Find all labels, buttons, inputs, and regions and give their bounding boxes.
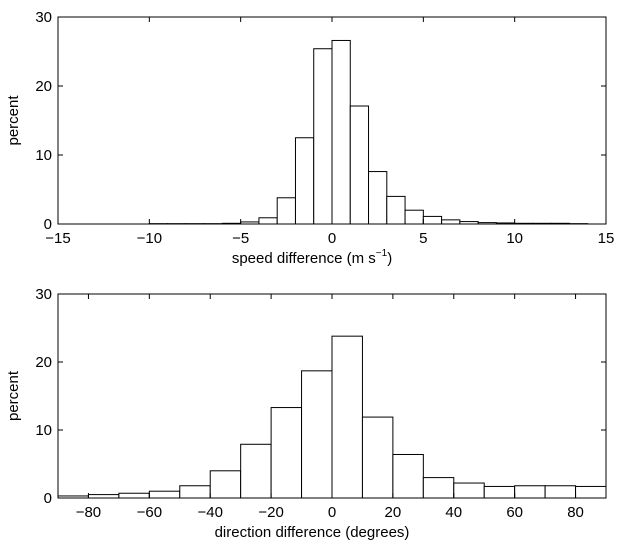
direction-bar: [209, 470, 242, 499]
speed-bar: [276, 197, 296, 225]
direction-x-tick-label: −40: [197, 504, 222, 521]
direction-bar: [453, 482, 485, 499]
speed-y-tick-label: 30: [35, 9, 52, 26]
direction-x-tick-label: 20: [385, 504, 402, 521]
direction-difference-histogram: −80 −60 −40 −20 0 20 40 60 80 0 10 20 30 direction …: [5, 286, 607, 541]
direction-x-tick-label: −60: [137, 504, 162, 521]
direction-x-tick-label: 60: [506, 504, 523, 521]
speed-x-axis-label: speed difference (m s−1): [232, 248, 392, 267]
direction-x-tick-label: 40: [445, 504, 462, 521]
speed-bar: [313, 48, 333, 225]
speed-bar: [258, 217, 278, 225]
direction-x-tick-label: −80: [76, 504, 101, 521]
speed-y-axis-label: percent: [5, 95, 22, 146]
direction-y-tick-label: 0: [44, 490, 52, 507]
speed-x-tick-label: 10: [506, 230, 523, 247]
direction-bar: [240, 443, 272, 499]
speed-x-tick-label: 5: [419, 230, 427, 247]
direction-y-tick-label: 10: [35, 422, 52, 439]
direction-x-tick-label: 0: [328, 504, 336, 521]
direction-bar: [514, 485, 546, 499]
speed-bar: [422, 215, 443, 225]
direction-y-tick-label: 30: [35, 286, 52, 303]
speed-bar: [349, 105, 370, 225]
speed-difference-histogram: −15 −10 −5 0 5 10 15 0 10 20 30 speed difference …: [5, 9, 614, 267]
speed-bar: [386, 195, 406, 225]
speed-bar: [331, 39, 351, 225]
speed-bar: [294, 137, 315, 225]
direction-x-axis-label: direction difference (degrees): [215, 524, 410, 541]
speed-x-tick-label: −5: [232, 230, 249, 247]
direction-bar: [331, 335, 363, 499]
direction-bar: [179, 485, 211, 499]
speed-x-tick-label: −10: [137, 230, 162, 247]
speed-x-tick-labels: −15 −10 −5 0 5 10 15: [45, 230, 614, 247]
direction-plot-frame: [57, 293, 607, 499]
speed-plot-frame: [57, 16, 607, 225]
speed-x-tick-label: 15: [598, 230, 615, 247]
direction-bars: [57, 335, 607, 499]
direction-bar: [301, 370, 333, 499]
direction-bar: [87, 494, 120, 499]
direction-bar: [575, 485, 607, 499]
direction-y-axis-label: percent: [5, 370, 22, 421]
speed-y-tick-label: 0: [44, 216, 52, 233]
speed-y-tick-labels: 0 10 20 30: [35, 9, 52, 233]
direction-bar: [392, 453, 424, 499]
direction-x-tick-label: −20: [258, 504, 283, 521]
speed-bar: [368, 171, 388, 225]
speed-bar: [404, 209, 424, 225]
direction-bar: [148, 490, 181, 499]
direction-bar: [361, 416, 394, 499]
speed-x-tick-label: 0: [328, 230, 336, 247]
direction-bar: [483, 485, 516, 499]
direction-y-tick-label: 20: [35, 354, 52, 371]
direction-x-tick-label: 80: [567, 504, 584, 521]
direction-bar: [270, 407, 303, 499]
direction-bar: [422, 477, 455, 499]
direction-bar: [544, 485, 577, 499]
direction-x-tick-labels: −80 −60 −40 −20 0 20 40 60 80: [76, 504, 584, 521]
speed-bars: [148, 39, 589, 225]
speed-bar: [441, 219, 461, 225]
speed-x-tick-label: −15: [45, 230, 70, 247]
speed-y-tick-label: 10: [35, 147, 52, 164]
speed-y-tick-label: 20: [35, 78, 52, 95]
direction-bar: [118, 492, 150, 499]
direction-y-tick-labels: 0 10 20 30: [35, 286, 52, 507]
